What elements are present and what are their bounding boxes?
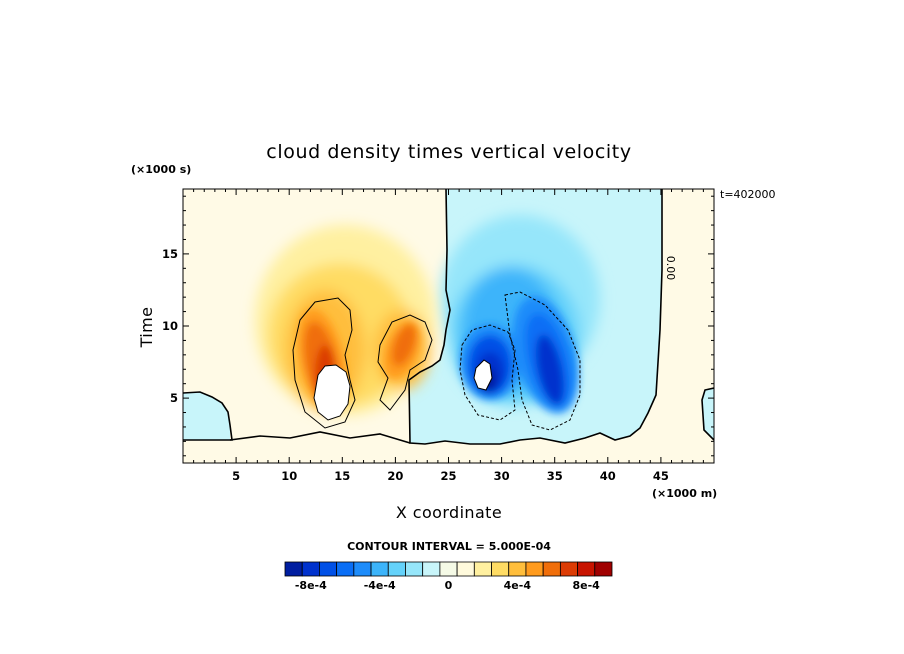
negative-contour-left — [459, 324, 516, 421]
zero-contour-main — [408, 189, 663, 445]
colorbar-swatch — [370, 561, 389, 577]
zero-contour-right — [701, 387, 714, 441]
positive-contour-center — [377, 314, 433, 411]
x-tick-label: 5 — [232, 469, 240, 483]
colorbar-tick-label: 8e-4 — [573, 579, 601, 592]
x-tick-label: 45 — [653, 469, 669, 483]
x-tick-label: 10 — [281, 469, 297, 483]
colorbar — [284, 561, 613, 577]
chart-title: cloud density times vertical velocity — [266, 141, 631, 163]
x-tick-label: 15 — [334, 469, 350, 483]
colorbar-tick-label: 0 — [445, 579, 453, 592]
colorbar-swatch — [439, 561, 458, 577]
x-tick-label: 40 — [600, 469, 616, 483]
white-hole-right — [473, 359, 493, 391]
colorbar-swatch — [319, 561, 338, 577]
colorbar-swatch — [577, 561, 596, 577]
time-label: t=402000 — [720, 188, 776, 201]
colorbar-swatch — [336, 561, 355, 577]
zero-contour-label: 0.00 — [664, 256, 677, 281]
contour-interval-label: CONTOUR INTERVAL = 5.000E-04 — [347, 540, 551, 553]
plot-area — [183, 189, 714, 463]
pos-core-center-2 — [391, 324, 417, 366]
positive-contour-left — [292, 297, 356, 429]
y-tick-label: 15 — [162, 247, 178, 261]
colorbar-tick-label: 4e-4 — [504, 579, 532, 592]
zero-contour-bottom — [229, 431, 411, 444]
colorbar-swatch — [456, 561, 475, 577]
colorbar-swatch — [473, 561, 492, 577]
colorbar-tick-label: -4e-4 — [364, 579, 396, 592]
x-tick-label: 25 — [440, 469, 456, 483]
colorbar-swatch — [594, 561, 613, 577]
colorbar-swatch — [491, 561, 510, 577]
colorbar-ticks: -8e-4 -4e-4 0 4e-4 8e-4 — [295, 579, 600, 592]
negative-left-patch — [183, 392, 230, 440]
colorbar-tick-label: -8e-4 — [295, 579, 327, 592]
y-tick-label: 10 — [162, 319, 178, 333]
y-axis-label: Time — [137, 307, 156, 349]
y-units-label: (×1000 s) — [131, 163, 191, 176]
y-tick-label: 5 — [170, 391, 178, 405]
x-tick-label: 20 — [387, 469, 403, 483]
y-ticks: 5 10 15 — [162, 195, 714, 457]
x-tick-label: 30 — [494, 469, 510, 483]
negative-contour-right — [504, 291, 581, 431]
zero-contour-left — [183, 391, 233, 441]
colorbar-swatch — [559, 561, 578, 577]
colorbar-swatch — [301, 561, 320, 577]
colorbar-swatch — [508, 561, 527, 577]
x-ticks: 5 10 15 20 25 30 35 40 45 — [193, 189, 704, 483]
colorbar-swatch — [387, 561, 406, 577]
colorbar-swatch — [284, 561, 303, 577]
colorbar-swatch — [353, 561, 372, 577]
neg-core-right-3 — [536, 334, 564, 406]
white-hole-left — [313, 364, 351, 421]
x-units-label: (×1000 m) — [652, 487, 717, 500]
colorbar-swatch — [542, 561, 561, 577]
colorbar-swatch — [422, 561, 441, 577]
x-tick-label: 35 — [547, 469, 563, 483]
colorbar-swatch — [405, 561, 424, 577]
colorbar-swatch — [525, 561, 544, 577]
x-axis-label: X coordinate — [396, 503, 502, 522]
